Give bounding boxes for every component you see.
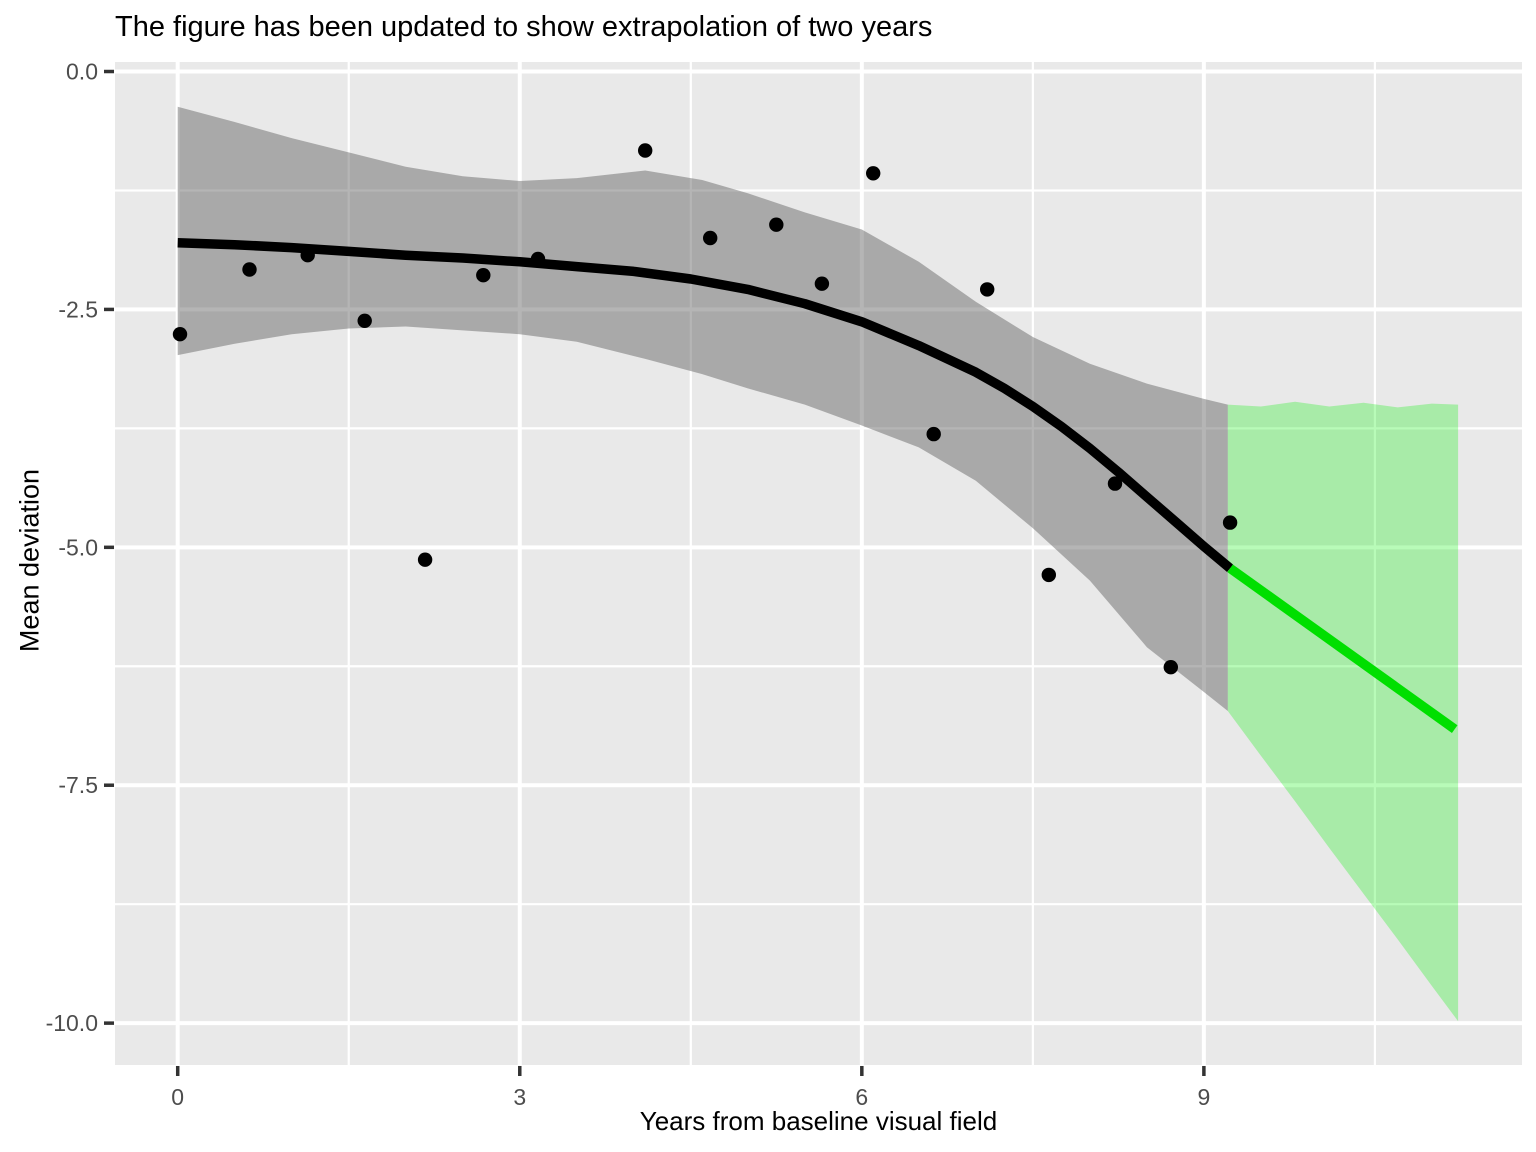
data-point [769, 217, 784, 232]
x-axis-title: Years from baseline visual field [639, 1106, 998, 1136]
x-tick-label: 9 [1197, 1084, 1210, 1110]
data-point [172, 327, 188, 342]
x-tick-label: 3 [513, 1084, 526, 1110]
data-point [980, 282, 995, 297]
data-point [638, 143, 653, 158]
y-tick-label: 0.0 [66, 59, 98, 85]
data-point [300, 248, 315, 263]
y-tick-label: -10.0 [46, 1010, 98, 1036]
y-tick-label: -5.0 [58, 534, 98, 560]
data-point [357, 313, 372, 328]
data-point [530, 251, 546, 267]
extrapolation-line [1227, 564, 1458, 733]
chart-title: The figure has been updated to show extr… [115, 11, 933, 43]
loess-line [177, 238, 1234, 572]
x-tick-label: 0 [171, 1084, 184, 1110]
data-point [242, 262, 257, 277]
data-point [417, 552, 433, 567]
data-point [1222, 515, 1238, 530]
data-point [703, 230, 718, 246]
x-tick-label: 6 [855, 1084, 868, 1110]
data-point [1107, 476, 1123, 491]
extrapolation-ribbon [1227, 401, 1459, 1022]
data-point [926, 426, 941, 442]
y-tick-label: -7.5 [58, 772, 98, 798]
data-point [476, 268, 491, 283]
y-tick-label: -2.5 [58, 296, 98, 322]
data-point [814, 276, 830, 291]
data-point [1163, 660, 1179, 675]
data-point [1041, 567, 1057, 583]
y-axis-title: Mean deviation [14, 468, 45, 653]
data-point [866, 166, 881, 181]
